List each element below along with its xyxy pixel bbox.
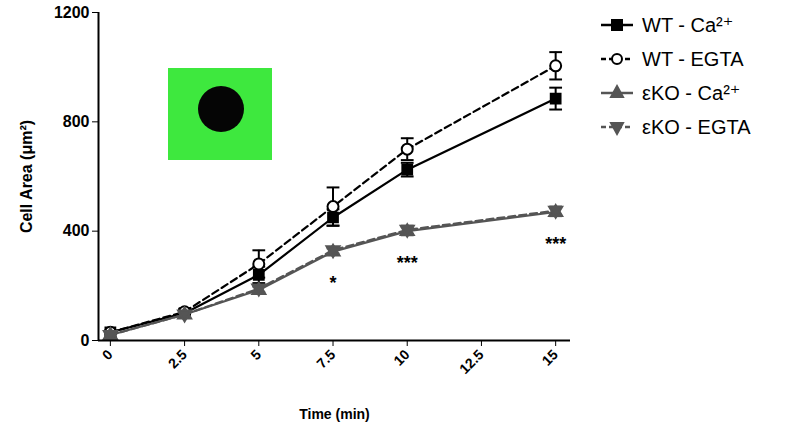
svg-text:0: 0	[81, 332, 90, 349]
html-text:εKO - Ca²⁺: εKO - Ca²⁺	[642, 82, 741, 104]
html-text:WT - Ca²⁺: WT - Ca²⁺	[642, 14, 734, 36]
html-text:WT - EGTA: WT - EGTA	[642, 47, 744, 70]
html-text:εKO - EGTA: εKO - EGTA	[642, 115, 751, 138]
svg-text:7.5: 7.5	[313, 346, 338, 371]
svg-text:800: 800	[63, 113, 90, 130]
svg-text:5: 5	[247, 346, 264, 363]
svg-text:400: 400	[63, 222, 90, 239]
svg-text:*: *	[330, 273, 337, 293]
svg-text:Cell Area (μm²): Cell Area (μm²)	[18, 120, 35, 233]
svg-text:Time (min): Time (min)	[299, 406, 370, 422]
svg-text:***: ***	[545, 234, 566, 254]
svg-text:0: 0	[99, 346, 116, 363]
svg-text:15: 15	[539, 346, 561, 368]
svg-text:10: 10	[390, 346, 412, 368]
svg-text:2.5: 2.5	[165, 346, 190, 371]
svg-text:***: ***	[397, 253, 418, 273]
svg-text:12.5: 12.5	[456, 346, 487, 377]
svg-text:1200: 1200	[54, 4, 90, 21]
